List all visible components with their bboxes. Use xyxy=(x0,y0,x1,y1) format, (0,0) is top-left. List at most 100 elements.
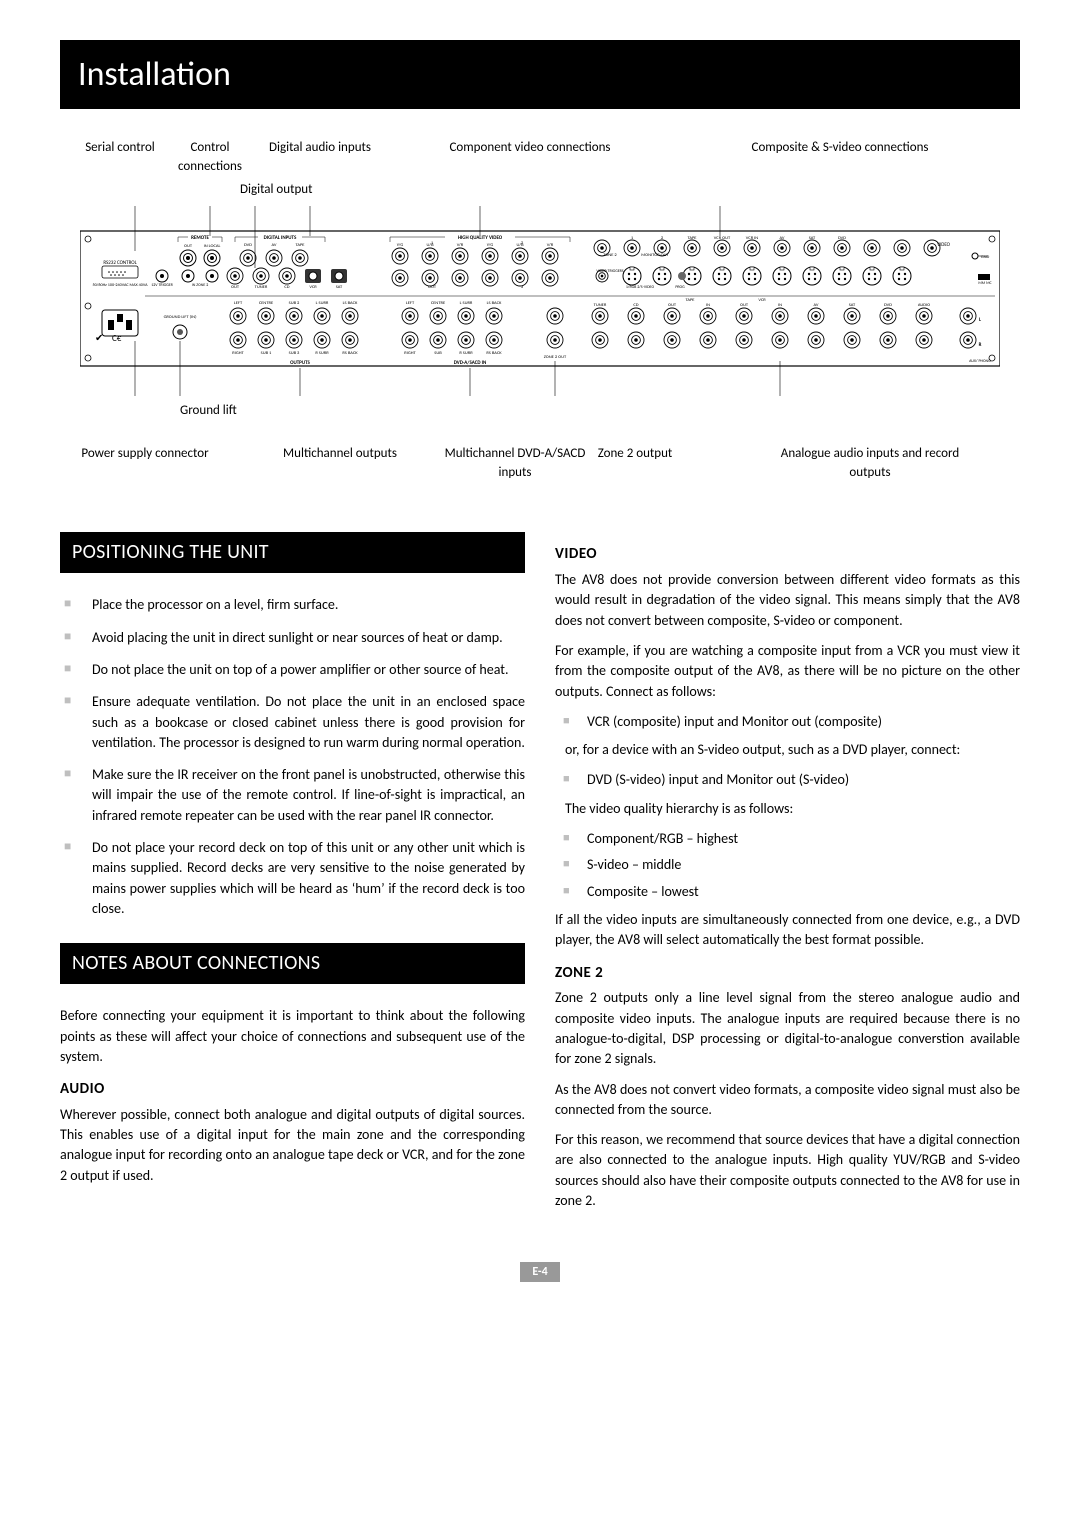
svg-text:TUNER: TUNER xyxy=(594,303,607,308)
svg-text:CENTRE: CENTRE xyxy=(259,301,274,306)
list-item: Place the processor on a level, firm sur… xyxy=(60,595,525,615)
svg-text:TUNER: TUNER xyxy=(255,285,268,290)
label-digital-audio: Digital audio inputs xyxy=(260,139,380,177)
svg-text:1/RGB 2/S-VIDEO: 1/RGB 2/S-VIDEO xyxy=(626,285,655,290)
svg-text:VCR: VCR xyxy=(309,285,317,290)
svg-text:AV: AV xyxy=(780,236,785,241)
video-subhead: VIDEO xyxy=(555,544,1020,566)
svg-text:OUT: OUT xyxy=(184,244,193,249)
svg-text:ZONE 2 OUT: ZONE 2 OUT xyxy=(544,355,567,360)
zone2-p3: For this reason, we recommend that sourc… xyxy=(555,1130,1020,1211)
label-power-supply: Power supply connector xyxy=(80,445,210,483)
svg-text:SUB 1: SUB 1 xyxy=(261,351,272,356)
page-number: E-4 xyxy=(60,1261,1020,1281)
svg-text:DVD-A/SACD IN: DVD-A/SACD IN xyxy=(454,360,487,366)
svg-text:HIGH QUALITY VIDEO: HIGH QUALITY VIDEO xyxy=(458,235,503,241)
svg-text:V/R: V/R xyxy=(547,243,554,248)
diagram-bottom-labels: Power supply connector Multichannel outp… xyxy=(80,445,1000,483)
svg-text:SAT: SAT xyxy=(849,303,856,308)
svg-text:OUT: OUT xyxy=(668,303,677,308)
label-mc-dvda: Multichannel DVD-A/SACD inputs xyxy=(440,445,590,483)
svg-text:AV: AV xyxy=(272,243,277,248)
svg-text:OUT: OUT xyxy=(428,285,437,290)
svg-text:VCR: VCR xyxy=(758,298,766,303)
svg-text:Y/G: Y/G xyxy=(487,243,494,248)
label-ground-lift: Ground lift xyxy=(180,402,1000,421)
zone2-p2: As the AV8 does not convert video format… xyxy=(555,1080,1020,1121)
zone2-p1: Zone 2 outputs only a line level signal … xyxy=(555,988,1020,1069)
svg-text:CENTRE: CENTRE xyxy=(431,301,446,306)
label-control: Control connections xyxy=(160,139,260,177)
svg-text:DVD: DVD xyxy=(838,236,846,241)
page-title: Installation xyxy=(60,40,1020,109)
svg-text:CD: CD xyxy=(284,285,289,290)
svg-text:L: L xyxy=(979,317,982,323)
svg-text:RS BACK: RS BACK xyxy=(342,351,358,356)
video-p1: The AV8 does not provide conversion betw… xyxy=(555,570,1020,631)
svg-text:DVD: DVD xyxy=(244,243,252,248)
notes-intro: Before connecting your equipment it is i… xyxy=(60,1006,525,1067)
svg-text:TAPE: TAPE xyxy=(686,298,696,303)
video-p5: If all the video inputs are simultaneous… xyxy=(555,910,1020,951)
svg-text:IN LOCAL: IN LOCAL xyxy=(204,244,221,249)
svg-text:RS BACK: RS BACK xyxy=(486,351,502,356)
list-item: Do not place the unit on top of a power … xyxy=(60,660,525,680)
svg-text:TAPE: TAPE xyxy=(296,243,306,248)
svg-text:IN: IN xyxy=(706,303,710,308)
svg-text:AUDIO: AUDIO xyxy=(918,303,930,308)
svg-text:LEFT: LEFT xyxy=(234,301,243,306)
svg-text:VIDEO: VIDEO xyxy=(937,242,951,248)
svg-text:SUB: SUB xyxy=(434,351,442,356)
svg-text:R SURR: R SURR xyxy=(315,351,329,356)
label-component-video: Component video connections xyxy=(440,139,620,177)
zone2-subhead: ZONE 2 xyxy=(555,963,1020,985)
svg-text:MM MC: MM MC xyxy=(978,281,992,286)
right-column: VIDEO The AV8 does not provide conversio… xyxy=(555,532,1020,1221)
svg-text:SAT: SAT xyxy=(809,236,816,241)
list-item: Ensure adequate ventilation. Do not plac… xyxy=(60,692,525,753)
svg-text:V/R: V/R xyxy=(457,243,464,248)
label-digital-output: Digital output xyxy=(240,181,1000,200)
left-column: POSITIONING THE UNIT Place the processor… xyxy=(60,532,525,1221)
label-analogue-io: Analogue audio inputs and record outputs xyxy=(770,445,970,483)
svg-text:REMOTE: REMOTE xyxy=(191,235,209,241)
svg-text:OUT: OUT xyxy=(231,285,240,290)
svg-text:RS232 CONTROL: RS232 CONTROL xyxy=(103,260,137,266)
list-item: Composite – lowest xyxy=(557,882,1020,902)
video-p3: or, for a device with an S-video output,… xyxy=(565,740,1020,760)
label-serial: Serial control xyxy=(80,139,160,177)
list-item: S-video – middle xyxy=(557,855,1020,875)
positioning-heading: POSITIONING THE UNIT xyxy=(60,532,525,573)
svg-text:OUT: OUT xyxy=(740,303,749,308)
label-composite-svideo: Composite & S-video connections xyxy=(740,139,940,177)
svg-text:GROUND LIFT (IN): GROUND LIFT (IN) xyxy=(164,314,198,320)
svg-text:TAPE: TAPE xyxy=(688,236,698,241)
svg-text:IN ZONE 2: IN ZONE 2 xyxy=(192,283,208,288)
svg-text:CD: CD xyxy=(633,303,638,308)
svg-text:R: R xyxy=(979,342,982,348)
list-item: Make sure the IR receiver on the front p… xyxy=(60,765,525,826)
svg-text:L SURR: L SURR xyxy=(460,301,473,306)
svg-text:RIGHT: RIGHT xyxy=(404,351,416,356)
svg-text:VCR OUT: VCR OUT xyxy=(714,236,731,241)
svg-text:AV: AV xyxy=(814,303,819,308)
svg-text:VCR IN: VCR IN xyxy=(746,236,759,241)
positioning-list: Place the processor on a level, firm sur… xyxy=(60,595,525,919)
svg-text:SUB 3: SUB 3 xyxy=(289,351,300,356)
list-item: Do not place your record deck on top of … xyxy=(60,838,525,919)
svg-text:12V TRIGGER: 12V TRIGGER xyxy=(151,283,173,288)
svg-text:IN: IN xyxy=(778,303,782,308)
svg-text:AUX/ PHONO: AUX/ PHONO xyxy=(969,359,991,364)
audio-subhead: AUDIO xyxy=(60,1079,525,1101)
list-item: DVD (S-video) input and Monitor out (S-v… xyxy=(557,770,1020,790)
svg-text:PROG: PROG xyxy=(675,285,685,290)
svg-text:C€: C€ xyxy=(112,333,122,344)
svg-text:50/60Hz 100-240VAC MAX 40VA: 50/60Hz 100-240VAC MAX 40VA xyxy=(92,283,148,288)
svg-text:L SURR: L SURR xyxy=(316,301,329,306)
label-mc-outputs: Multichannel outputs xyxy=(260,445,420,483)
rear-panel-diagram: Serial control Control connections Digit… xyxy=(80,139,1000,482)
svg-text:DVD: DVD xyxy=(884,303,892,308)
svg-text:OUTPUTS: OUTPUTS xyxy=(290,360,310,366)
video-p2: For example, if you are watching a compo… xyxy=(555,641,1020,702)
list-item: Avoid placing the unit in direct sunligh… xyxy=(60,628,525,648)
